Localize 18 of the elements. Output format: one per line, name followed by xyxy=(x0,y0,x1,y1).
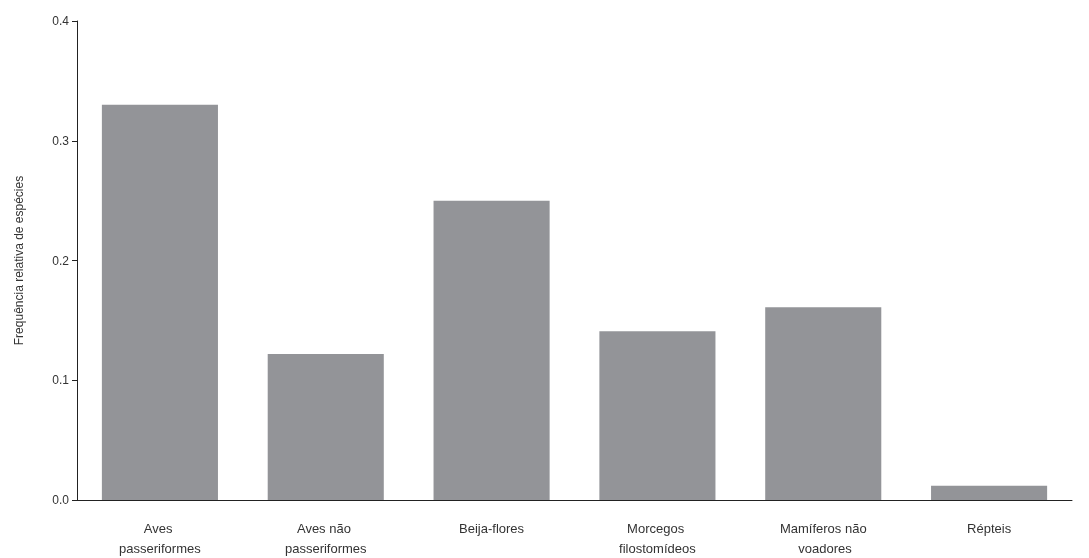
bar xyxy=(433,200,550,500)
y-tick-label: 0.2 xyxy=(52,253,70,268)
y-tick-label: 0.1 xyxy=(52,373,70,388)
x-tick-label: Répteis xyxy=(967,520,1012,536)
y-tick-label: 0.0 xyxy=(52,493,70,507)
bar xyxy=(931,485,1048,500)
x-tick-label: Beija-flores xyxy=(459,520,525,536)
x-tick-label: Aves passeriformes xyxy=(119,520,202,556)
y-tick-label: 0.3 xyxy=(52,133,70,148)
x-tick-label: Aves não passeriformes xyxy=(284,520,368,556)
bar xyxy=(599,331,716,500)
x-tick-label: Morcegos filostomídeos xyxy=(619,520,697,556)
x-tick-label: Mamíferos não voadores xyxy=(779,520,867,556)
bar xyxy=(101,104,218,500)
y-axis-title: Frequência relativa de espécies xyxy=(12,175,26,346)
bar xyxy=(765,307,882,500)
bar xyxy=(267,353,384,500)
y-tick-label: 0.4 xyxy=(52,14,70,28)
